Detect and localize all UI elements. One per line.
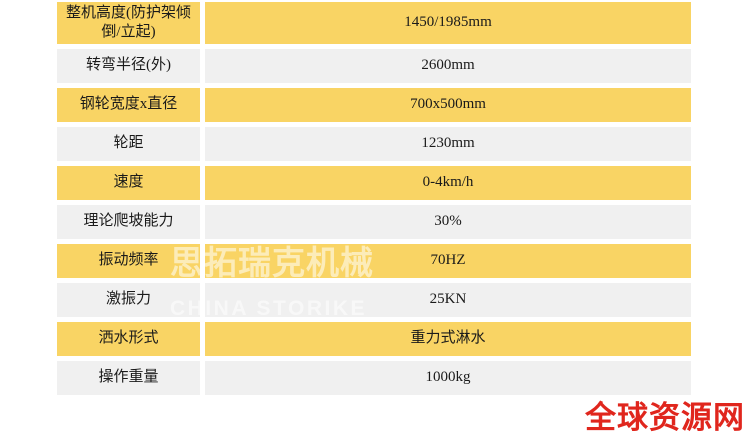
spec-label: 钢轮宽度x直径	[57, 87, 200, 122]
spec-value: 1230mm	[205, 126, 691, 161]
table-row: 理论爬坡能力 30%	[57, 204, 691, 239]
spec-value: 1450/1985mm	[205, 2, 691, 44]
spec-label: 振动频率	[57, 243, 200, 278]
spec-value: 25KN	[205, 282, 691, 317]
spec-label: 转弯半径(外)	[57, 48, 200, 83]
spec-label: 理论爬坡能力	[57, 204, 200, 239]
spec-label: 洒水形式	[57, 321, 200, 356]
table-row: 操作重量 1000kg	[57, 360, 691, 395]
spec-label: 激振力	[57, 282, 200, 317]
table-row: 整机高度(防护架倾倒/立起) 1450/1985mm	[57, 2, 691, 44]
table-row: 振动频率 70HZ	[57, 243, 691, 278]
table-row: 钢轮宽度x直径 700x500mm	[57, 87, 691, 122]
spec-value: 700x500mm	[205, 87, 691, 122]
spec-value: 70HZ	[205, 243, 691, 278]
spec-value: 30%	[205, 204, 691, 239]
table-row: 洒水形式 重力式淋水	[57, 321, 691, 356]
spec-label: 整机高度(防护架倾倒/立起)	[57, 2, 200, 44]
site-logo: 全球资源网	[585, 400, 745, 435]
spec-value: 0-4km/h	[205, 165, 691, 200]
spec-label: 速度	[57, 165, 200, 200]
spec-label: 轮距	[57, 126, 200, 161]
spec-value: 重力式淋水	[205, 321, 691, 356]
spec-value: 2600mm	[205, 48, 691, 83]
table-row: 速度 0-4km/h	[57, 165, 691, 200]
table-row: 转弯半径(外) 2600mm	[57, 48, 691, 83]
table-row: 激振力 25KN	[57, 282, 691, 317]
spec-label: 操作重量	[57, 360, 200, 395]
spec-value: 1000kg	[205, 360, 691, 395]
table-row: 轮距 1230mm	[57, 126, 691, 161]
spec-table: 整机高度(防护架倾倒/立起) 1450/1985mm 转弯半径(外) 2600m…	[57, 2, 691, 400]
